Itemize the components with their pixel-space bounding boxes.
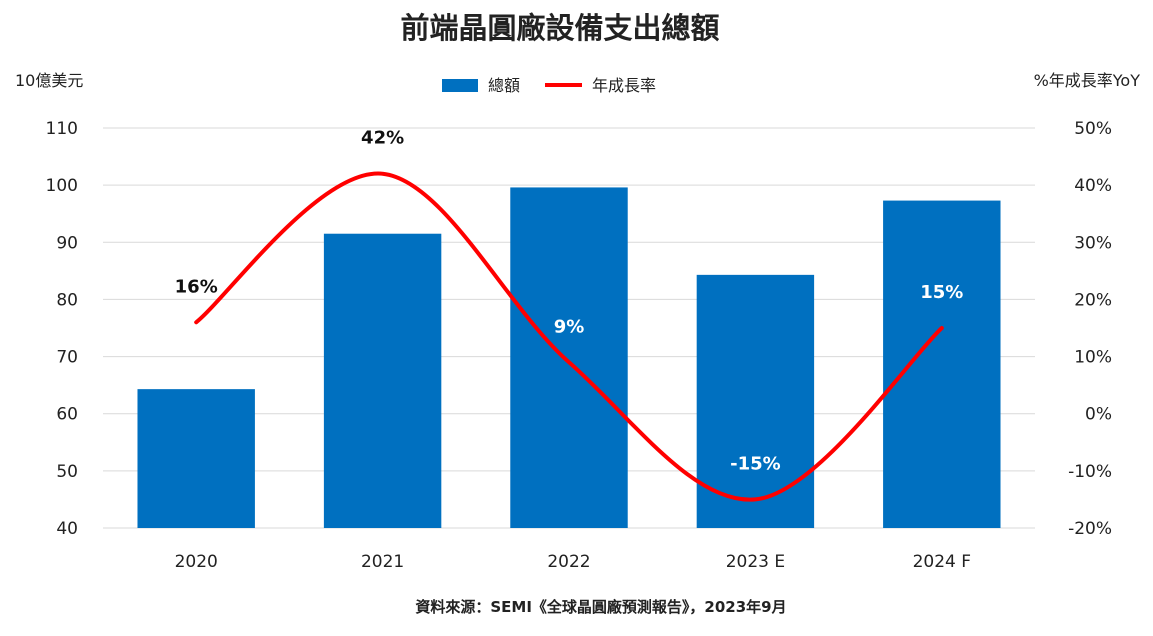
y-left-tick-labels: 40 50 60 70 80 90 100 110 bbox=[46, 119, 78, 539]
chart-title: 前端晶圓廠設備支出總額 bbox=[400, 11, 719, 45]
line-data-label: 16% bbox=[175, 276, 218, 297]
y-right-tick-label: 0% bbox=[1085, 405, 1112, 425]
y-right-tick-label: 50% bbox=[1074, 119, 1112, 139]
source-note: 資料來源：SEMI《全球晶圓廠預測報告》，2023年9月 bbox=[415, 598, 786, 616]
bar bbox=[323, 233, 442, 528]
y-left-tick-label: 50 bbox=[56, 462, 78, 482]
y-left-tick-label: 90 bbox=[56, 233, 78, 253]
y-right-tick-label: 40% bbox=[1074, 176, 1112, 196]
x-tick-label: 2020 bbox=[175, 552, 218, 572]
y-right-axis-label: %年成長率YoY bbox=[1034, 71, 1141, 90]
y-left-tick-label: 60 bbox=[56, 405, 78, 425]
y-right-tick-label: -20% bbox=[1068, 519, 1112, 539]
x-tick-labels: 2020 2021 2022 2023 E 2024 F bbox=[175, 552, 971, 572]
bar bbox=[696, 274, 815, 528]
legend-label-line: 年成長率 bbox=[592, 76, 656, 95]
y-right-tick-label: 30% bbox=[1074, 233, 1112, 253]
line-series bbox=[194, 171, 944, 502]
legend-swatch-bar bbox=[442, 79, 478, 92]
y-right-tick-label: 10% bbox=[1074, 348, 1112, 368]
bar bbox=[510, 187, 628, 528]
x-tick-label: 2022 bbox=[547, 552, 590, 572]
line-data-label: -15% bbox=[730, 453, 781, 474]
y-left-tick-label: 70 bbox=[56, 348, 78, 368]
y-right-tick-labels: -20% -10% 0% 10% 20% 30% 40% 50% bbox=[1068, 119, 1112, 539]
x-tick-label: 2023 E bbox=[726, 552, 785, 572]
y-left-tick-label: 110 bbox=[46, 119, 78, 139]
bar bbox=[883, 200, 1001, 529]
growth-rate-line bbox=[194, 171, 944, 502]
line-data-label: 15% bbox=[920, 282, 963, 303]
y-left-tick-label: 80 bbox=[56, 290, 78, 310]
line-data-label: 42% bbox=[361, 128, 404, 149]
legend-label-bar: 總額 bbox=[488, 76, 520, 95]
legend: 總額 年成長率 bbox=[442, 76, 656, 95]
x-tick-label: 2021 bbox=[361, 552, 404, 572]
bar bbox=[137, 389, 255, 528]
y-right-tick-label: 20% bbox=[1074, 290, 1112, 310]
y-left-tick-label: 40 bbox=[56, 519, 78, 539]
line-data-labels: 16% 42% 9% -15% 15% bbox=[175, 128, 964, 475]
bar-series bbox=[137, 187, 1001, 529]
y-right-tick-label: -10% bbox=[1068, 462, 1112, 482]
y-left-axis-label: 10億美元 bbox=[15, 71, 83, 90]
line-data-label: 9% bbox=[554, 316, 585, 337]
y-left-tick-label: 100 bbox=[46, 176, 78, 196]
x-tick-label: 2024 F bbox=[913, 552, 971, 572]
